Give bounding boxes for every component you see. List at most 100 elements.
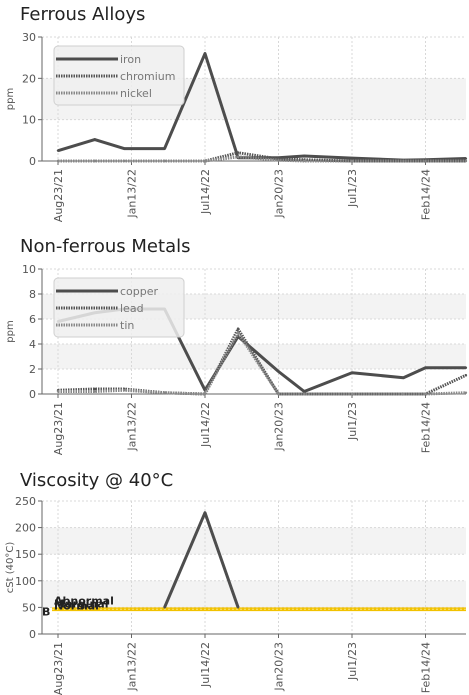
data-point: [236, 151, 240, 154]
data-point: [236, 327, 240, 331]
legend-label-tin: tin: [120, 319, 134, 332]
data-point: [402, 392, 405, 396]
data-point: [203, 52, 207, 55]
data-point: [277, 392, 280, 396]
x-tick-label: Feb14/24: [420, 642, 433, 693]
data-point: [203, 159, 207, 163]
y-tick-label: 8: [29, 288, 36, 301]
y-tick-label: 50: [22, 601, 36, 614]
x-tick-label: Jan13/22: [126, 402, 139, 452]
y-tick-label: 4: [29, 338, 36, 351]
data-point: [122, 147, 126, 150]
data-point: [464, 159, 468, 163]
y-tick-label: 150: [15, 548, 36, 561]
y-tick-label: 0: [29, 388, 36, 401]
x-tick-label: Jan20/23: [273, 402, 286, 452]
x-tick-label: Feb14/24: [420, 169, 433, 220]
data-point: [93, 390, 96, 393]
x-tick-label: Jul1/23: [346, 642, 359, 681]
x-tick-label: Jul1/23: [346, 169, 359, 208]
y-tick-label: 0: [29, 155, 36, 168]
data-point: [93, 138, 96, 141]
y-axis-title: ppm: [5, 88, 16, 110]
non-ferrous-chart-title: Non-ferrous Metals: [20, 236, 191, 257]
data-point: [350, 159, 354, 163]
data-point: [424, 366, 427, 369]
y-axis-title: cSt (40°C): [5, 542, 16, 594]
ferrous-alloys-chart: Ferrous Alloys 0 10 20 30 Aug23/21 Jan13/22 Ju…: [0, 0, 469, 232]
x-tick-label: Jul14/22: [199, 642, 212, 688]
data-point: [464, 391, 468, 394]
data-point: [350, 156, 354, 160]
reference-band: [52, 607, 466, 612]
x-tick-label: Jul14/22: [199, 402, 212, 448]
ferrous-chart-title: Ferrous Alloys: [20, 4, 146, 25]
data-point: [464, 366, 468, 369]
legend-label-chromium: chromium: [120, 70, 176, 83]
non-ferrous-metals-chart: Non-ferrous Metals 0 2 4 6 8 10 Aug23/21 Jan13/…: [0, 232, 469, 466]
y-axis-title: ppm: [5, 320, 16, 342]
y-tick-label: 0: [29, 628, 36, 641]
data-point: [93, 387, 96, 391]
plot-band: [42, 527, 466, 555]
x-tick-label: Feb14/24: [420, 402, 433, 453]
reference-label: Normal: [54, 599, 99, 612]
legend-box: [53, 45, 185, 106]
x-tick-label: Jan20/23: [273, 169, 286, 219]
x-tick-label: Jul1/23: [346, 402, 359, 441]
y-tick-label: 250: [15, 495, 36, 508]
series-line-nickel: [58, 155, 466, 163]
data-point: [122, 159, 126, 163]
data-point: [93, 159, 96, 163]
reference-label: B: [42, 605, 50, 618]
data-point: [424, 159, 427, 163]
data-point: [122, 389, 126, 392]
y-tick-label: 20: [22, 72, 36, 85]
data-point: [56, 390, 60, 393]
y-tick-label: 2: [29, 363, 36, 376]
data-point: [236, 155, 240, 159]
data-point: [56, 149, 60, 152]
y-tick-label: 200: [15, 522, 36, 535]
data-point: [464, 157, 468, 160]
data-point: [163, 391, 166, 394]
legend-label-copper: copper: [120, 285, 159, 298]
data-point: [464, 374, 468, 377]
plot-band: [42, 580, 466, 608]
ferrous-plot: 0 10 20 30 Aug23/21 Jan13/22 Jul14/22 Jan20/23 J…: [5, 31, 468, 222]
y-tick-label: 100: [15, 575, 36, 588]
reference-label: Marginal: [54, 597, 108, 610]
data-point: [56, 159, 60, 163]
y-tick-label: 6: [29, 313, 36, 326]
reference-label: Abnormal: [54, 594, 114, 607]
viscosity-plot: 0 50 100 150 200 250 Aug23/21 Jan13/22 Jul14/22 J…: [5, 495, 466, 695]
data-point: [203, 392, 207, 396]
data-point: [163, 606, 166, 609]
data-point: [303, 159, 306, 163]
data-point: [350, 371, 354, 374]
data-point: [203, 511, 207, 514]
x-tick-label: Jan20/23: [273, 642, 286, 692]
x-tick-label: Jan13/22: [126, 169, 139, 219]
y-tick-label: 30: [22, 31, 36, 44]
data-point: [424, 392, 427, 396]
legend-box: [53, 277, 185, 338]
x-tick-label: Jan13/22: [126, 642, 139, 692]
data-point: [402, 159, 405, 163]
x-tick-label: Aug23/21: [52, 169, 65, 222]
data-point: [277, 370, 280, 373]
series-line-tin: [58, 331, 466, 396]
x-tick-label: Jul14/22: [199, 169, 212, 215]
viscosity-chart-title: Viscosity @ 40°C: [20, 470, 174, 491]
legend-label-nickel: nickel: [120, 87, 152, 100]
y-tick-label: 10: [22, 114, 36, 127]
data-point: [163, 147, 166, 150]
viscosity-chart: Viscosity @ 40°C 0 50 100 150 200 250 Aug23/21…: [0, 466, 469, 695]
data-point: [303, 154, 306, 158]
data-point: [402, 376, 405, 379]
data-point: [236, 606, 240, 609]
data-point: [277, 158, 280, 162]
x-tick-label: Aug23/21: [52, 642, 65, 695]
non-ferrous-plot: 0 2 4 6 8 10 Aug23/21 Jan13/22 Jul14/22 Jan20/23 J…: [5, 263, 468, 455]
data-point: [236, 331, 240, 334]
